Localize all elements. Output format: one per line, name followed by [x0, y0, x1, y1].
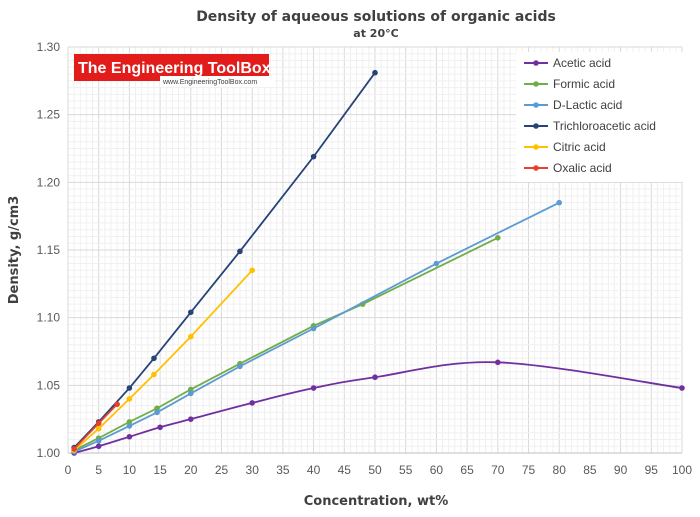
- x-tick-label: 25: [215, 463, 229, 477]
- x-tick-label: 95: [645, 463, 659, 477]
- data-point-d-lactic-acid: [556, 199, 562, 206]
- x-tick-label: 10: [123, 463, 137, 477]
- x-tick-label: 5: [95, 463, 102, 477]
- y-tick-label: 1.05: [37, 378, 61, 392]
- y-tick-label: 1.15: [37, 243, 61, 257]
- x-axis-ticks: 0 5 10 15 20 25 30 35 40 45 50 55 60 65 70 75 80 85 90 95 10…: [65, 463, 693, 477]
- data-point-trichloroacetic-acid: [372, 69, 378, 76]
- x-tick-label: 15: [153, 463, 167, 477]
- logo-name: The Engineering ToolBox: [78, 60, 271, 77]
- x-tick-label: 55: [399, 463, 413, 477]
- data-point-citric-acid: [188, 333, 194, 340]
- legend-background: [516, 52, 698, 182]
- data-point-citric-acid: [249, 267, 255, 274]
- data-point-acetic-acid: [372, 374, 378, 381]
- x-tick-label: 85: [583, 463, 597, 477]
- data-point-d-lactic-acid: [154, 409, 160, 416]
- data-point-formic-acid: [188, 386, 194, 393]
- y-axis-title: Density, g/cm3: [7, 196, 22, 305]
- data-point-trichloroacetic-acid: [188, 309, 194, 316]
- x-tick-label: 40: [307, 463, 321, 477]
- y-tick-label: 1.30: [37, 40, 61, 54]
- chart-subtitle: at 20°C: [353, 27, 398, 40]
- data-point-acetic-acid: [679, 385, 685, 391]
- data-point-citric-acid: [151, 371, 157, 378]
- data-point-trichloroacetic-acid: [126, 385, 133, 391]
- x-tick-label: 65: [460, 463, 474, 477]
- data-point-acetic-acid: [126, 433, 133, 440]
- x-tick-label: 50: [368, 463, 382, 477]
- data-point-acetic-acid: [310, 385, 317, 391]
- x-tick-label: 45: [338, 463, 352, 477]
- legend-label-trichloroacetic-acid: Trichloroacetic acid: [553, 119, 656, 133]
- data-point-oxalic-acid: [71, 446, 77, 452]
- x-tick-label: 80: [553, 463, 567, 477]
- legend-marker-citric-acid: [533, 144, 539, 150]
- series-oxalic-acid: [71, 401, 120, 452]
- data-point-d-lactic-acid: [310, 325, 317, 332]
- data-point-acetic-acid: [495, 359, 501, 366]
- x-tick-label: 90: [614, 463, 628, 477]
- legend-marker-trichloroacetic-acid: [533, 123, 539, 129]
- y-tick-label: 1.10: [37, 311, 61, 325]
- y-axis-ticks: 1.00 1.05 1.10 1.15 1.20 1.25 1.30: [37, 40, 61, 460]
- x-tick-label: 0: [65, 463, 72, 477]
- chart-title: Density of aqueous solutions of organic …: [196, 9, 556, 25]
- x-tick-label: 75: [522, 463, 536, 477]
- logo-url-background: [160, 76, 275, 87]
- x-tick-label: 60: [430, 463, 444, 477]
- series-line-citric-acid: [73, 269, 253, 451]
- x-axis-title: Concentration, wt%: [304, 494, 448, 509]
- legend-label-formic-acid: Formic acid: [553, 77, 615, 91]
- data-point-d-lactic-acid: [95, 438, 102, 444]
- legend-marker-formic-acid: [533, 81, 539, 87]
- logo-url: www.EngineeringToolBox.com: [162, 79, 257, 86]
- legend-marker-acetic-acid: [533, 60, 539, 66]
- legend-label-oxalic-acid: Oxalic acid: [553, 161, 612, 175]
- data-point-oxalic-acid: [114, 401, 120, 408]
- data-point-acetic-acid: [95, 443, 102, 450]
- gridlines: [67, 46, 683, 454]
- data-point-d-lactic-acid: [237, 363, 243, 370]
- x-tick-label: 70: [491, 463, 505, 477]
- series-acetic-acid: [71, 359, 685, 456]
- x-tick-label: 100: [672, 463, 692, 477]
- data-point-trichloroacetic-acid: [237, 248, 243, 255]
- data-point-formic-acid: [495, 235, 501, 241]
- legend: Acetic acid Formic acid D-Lactic acid Trich…: [516, 52, 698, 182]
- data-point-citric-acid: [126, 396, 133, 402]
- data-point-d-lactic-acid: [126, 423, 133, 429]
- legend-marker-oxalic-acid: [533, 165, 539, 171]
- engineering-toolbox-logo: The Engineering ToolBox www.EngineeringT…: [74, 54, 275, 87]
- legend-label-citric-acid: Citric acid: [553, 140, 606, 154]
- data-point-citric-acid: [95, 425, 102, 432]
- data-point-trichloroacetic-acid: [151, 355, 157, 362]
- x-tick-label: 30: [246, 463, 260, 477]
- data-point-formic-acid: [126, 419, 133, 425]
- series-line-trichloroacetic-acid: [73, 72, 376, 449]
- legend-label-acetic-acid: Acetic acid: [553, 56, 611, 70]
- legend-label-d-lactic-acid: D-Lactic acid: [553, 98, 622, 112]
- data-point-oxalic-acid: [95, 420, 102, 427]
- data-point-acetic-acid: [188, 416, 194, 422]
- legend-marker-d-lactic-acid: [533, 102, 539, 108]
- y-tick-label: 1.25: [37, 108, 61, 122]
- y-tick-label: 1.20: [37, 175, 61, 189]
- series-lines: [71, 69, 685, 456]
- data-point-d-lactic-acid: [433, 260, 440, 267]
- data-point-acetic-acid: [249, 400, 255, 406]
- data-point-acetic-acid: [157, 424, 163, 431]
- x-tick-label: 35: [276, 463, 290, 477]
- x-tick-label: 20: [184, 463, 198, 477]
- data-point-trichloroacetic-acid: [310, 153, 317, 160]
- series-trichloroacetic-acid: [71, 69, 378, 451]
- y-tick-label: 1.00: [37, 446, 61, 460]
- data-point-formic-acid: [154, 405, 160, 412]
- data-point-d-lactic-acid: [188, 390, 194, 397]
